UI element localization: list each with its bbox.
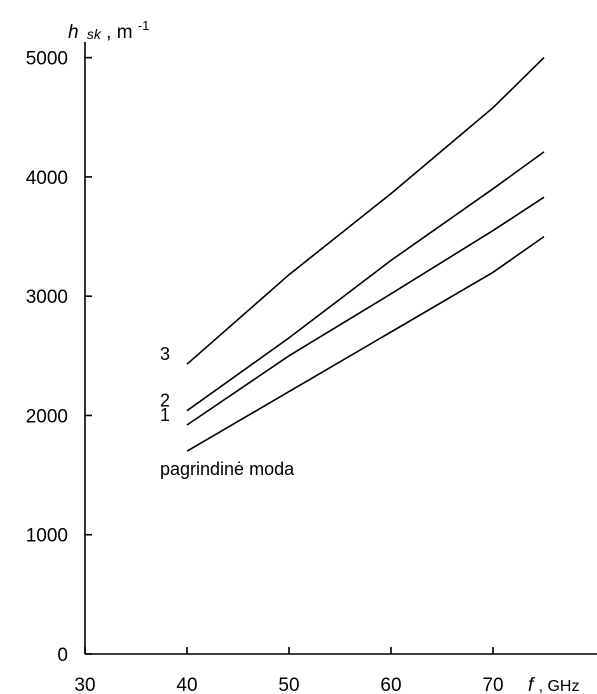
y-tick-label: 2000 (26, 406, 68, 427)
x-tick-label: 60 (380, 675, 401, 694)
x-axis-label-comma: , (539, 678, 548, 694)
series-label-3: 3 (160, 344, 170, 364)
series-label-0: pagrindinė moda (160, 459, 295, 479)
y-tick-label: 3000 (26, 287, 68, 308)
y-axis-label-subscript: sk (87, 26, 102, 42)
y-axis-label: h sk , m -1 (68, 18, 149, 44)
x-tick-label: 40 (176, 675, 197, 694)
series-line-1 (186, 196, 545, 426)
y-axis-label-unit-exp: -1 (138, 18, 150, 33)
series-label-2: 2 (160, 391, 170, 411)
x-axis-label-unit: GHz (547, 678, 579, 694)
x-tick-label: 70 (482, 675, 503, 694)
series-line-3 (186, 57, 545, 365)
ticks: 0 1000 2000 3000 4000 5000 30 40 50 60 70 (26, 49, 504, 694)
x-axis-label: f , GHz (528, 675, 579, 694)
y-tick-label: 4000 (26, 168, 68, 189)
x-axis-label-symbol: f (528, 675, 535, 694)
axes (84, 42, 597, 655)
x-tick-label: 30 (74, 675, 95, 694)
y-axis-label-symbol: h (68, 22, 79, 43)
y-tick-label: 5000 (26, 49, 68, 70)
series-label-1: 1 (160, 405, 170, 425)
series-line-0 (186, 235, 545, 452)
labels: pagrindinė moda 12 3 (160, 344, 295, 479)
series-line-2 (186, 151, 545, 412)
y-axis-label-comma: , (106, 22, 117, 43)
series-group (186, 57, 545, 452)
x-tick-label: 50 (278, 675, 299, 694)
y-axis-label-unit: m (117, 22, 133, 43)
y-tick-label: 0 (57, 645, 68, 666)
y-tick-label: 1000 (26, 526, 68, 547)
